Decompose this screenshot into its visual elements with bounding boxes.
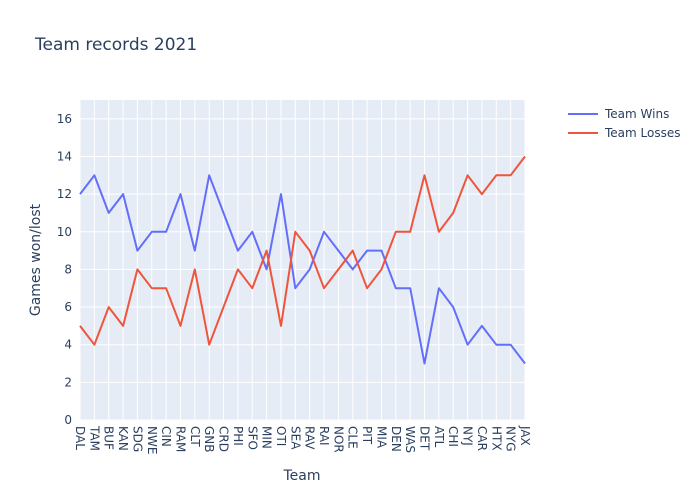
legend-label: Team Wins xyxy=(604,107,669,121)
x-tick-label: PIT xyxy=(360,426,374,445)
x-tick-label: GNB xyxy=(202,426,216,453)
x-tick-label: OTI xyxy=(274,426,288,446)
x-tick-label: DAL xyxy=(73,426,87,450)
x-tick-label: CLE xyxy=(346,426,360,449)
y-tick-label: 10 xyxy=(57,225,72,239)
x-tick-label: RAM xyxy=(173,426,187,452)
x-tick-label: BUF xyxy=(102,426,116,450)
x-tick-label: NOR xyxy=(331,426,345,453)
x-tick-label: RAI xyxy=(317,426,331,446)
legend-label: Team Losses xyxy=(604,126,681,140)
x-axis-title: Team xyxy=(282,468,320,484)
x-tick-label: CHI xyxy=(446,426,460,447)
y-tick-label: 0 xyxy=(64,413,72,427)
y-tick-label: 8 xyxy=(64,262,72,276)
x-tick-label: SDG xyxy=(130,426,144,452)
y-tick-label: 6 xyxy=(64,300,72,314)
legend-item-1[interactable]: Team Losses xyxy=(568,126,681,140)
x-tick-label: MIN xyxy=(260,426,274,449)
x-tick-label: CAR xyxy=(475,426,489,451)
x-tick-label: KAN xyxy=(116,426,130,451)
plot-area xyxy=(80,100,525,420)
x-tick-label: MIA xyxy=(374,426,388,449)
x-tick-label: CLT xyxy=(188,426,202,447)
x-tick-label: PHI xyxy=(231,426,245,446)
x-tick-label: JAX xyxy=(518,425,532,446)
series-line-1 xyxy=(79,155,526,346)
chart-title: Team records 2021 xyxy=(34,35,197,55)
legend-item-0[interactable]: Team Wins xyxy=(568,107,669,121)
y-axis-title: Games won/lost xyxy=(28,203,44,316)
x-tick-label: TAM xyxy=(87,425,101,451)
y-tick-label: 12 xyxy=(57,187,72,201)
x-tick-label: SEA xyxy=(288,426,302,450)
x-tick-label: DET xyxy=(418,426,432,451)
y-tick-label: 16 xyxy=(57,112,72,126)
x-tick-label: RAV xyxy=(303,426,317,450)
x-tick-label: WAS xyxy=(403,426,417,453)
x-tick-label: NYJ xyxy=(461,426,475,446)
x-tick-label: SFO xyxy=(245,426,259,450)
x-tick-label: CRD xyxy=(217,426,231,452)
y-tick-label: 2 xyxy=(64,375,72,389)
x-axis-ticks: DAL TAM BUF KAN SDG NWE CIN RAM CLT GNB CRD PHI SFO M… xyxy=(73,425,532,454)
x-tick-label: ATL xyxy=(432,426,446,448)
series-lines xyxy=(79,155,526,365)
y-tick-label: 14 xyxy=(57,149,72,163)
legend[interactable]: Team Wins Team Losses xyxy=(568,107,681,140)
y-axis-ticks: 0 2 4 6 8 10 12 14 16 xyxy=(57,112,72,427)
x-tick-label: NYG xyxy=(504,426,518,452)
x-tick-label: DEN xyxy=(389,426,403,452)
x-tick-label: HTX xyxy=(489,426,503,451)
y-tick-label: 4 xyxy=(64,338,72,352)
series-line-0 xyxy=(79,174,526,365)
x-tick-label: CIN xyxy=(159,426,173,447)
x-tick-label: NWE xyxy=(145,426,159,454)
